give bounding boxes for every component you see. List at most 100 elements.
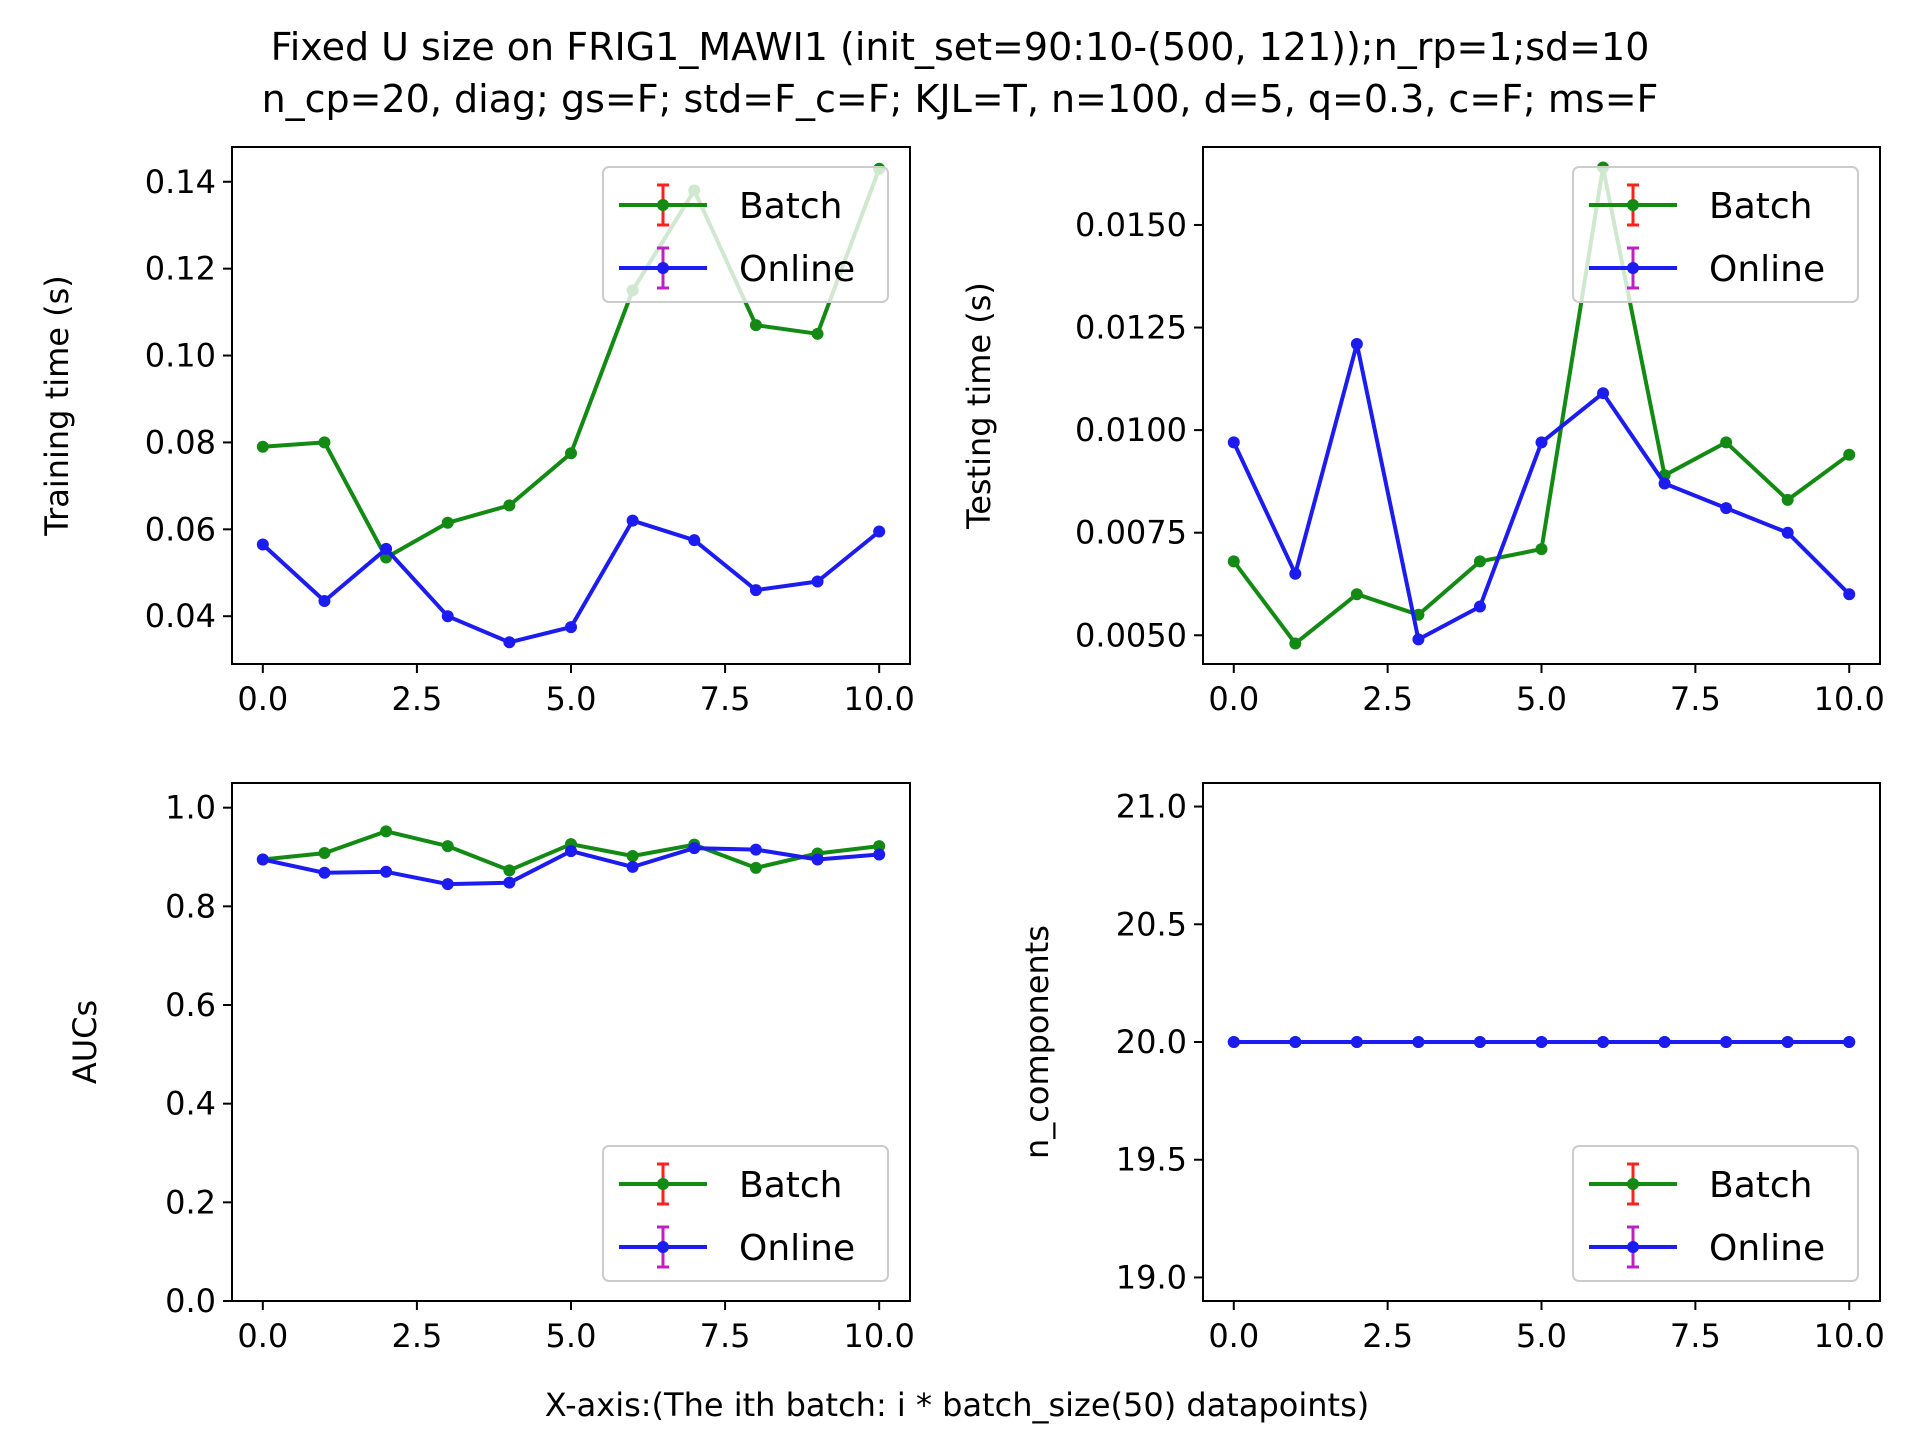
data-point-online [626, 514, 639, 527]
data-point-online [1658, 1036, 1671, 1048]
y-tick-label: 0.0125 [1075, 309, 1187, 347]
y-tick-label: 21.0 [1116, 788, 1187, 826]
y-tick-label: 0.0050 [1075, 616, 1187, 654]
y-tick-label: 20.0 [1116, 1023, 1187, 1061]
data-point-online [1227, 1036, 1240, 1048]
data-point-online [1350, 337, 1363, 350]
x-tick-label: 5.0 [546, 680, 597, 718]
legend-marker [657, 1241, 669, 1253]
data-point-online [441, 878, 454, 891]
y-axis-label: AUCs [66, 1000, 104, 1084]
legend: Batch Online [602, 1145, 889, 1282]
data-point-batch [1350, 588, 1363, 601]
legend: Batch Online [1572, 166, 1859, 303]
data-point-online [1781, 526, 1794, 539]
data-point-online [1781, 1036, 1794, 1048]
x-tick-label: 10.0 [844, 680, 915, 718]
x-tick-label: 5.0 [1516, 1317, 1567, 1355]
y-tick-label: 20.5 [1116, 905, 1187, 943]
legend-entry-batch: Batch [619, 1162, 842, 1206]
data-point-batch [441, 516, 454, 529]
data-point-online [1227, 436, 1240, 449]
data-point-online [1289, 1036, 1302, 1048]
data-point-online [1843, 588, 1856, 601]
data-point-batch [1720, 436, 1733, 449]
x-tick-label: 7.5 [700, 1317, 751, 1355]
legend-label: Batch [739, 186, 842, 227]
series-online [256, 842, 886, 891]
figure-title-line-2: n_cp=20, diag; gs=F; std=F_c=F; KJL=T, n… [262, 77, 1659, 121]
subplots: 0.0 2.5 5.0 7.5 10.0 0.04 0.06 0.08 0.10 0.12 0.14… [38, 146, 1885, 1355]
x-tick-label: 2.5 [391, 680, 442, 718]
data-point-batch [1473, 555, 1486, 568]
data-point-online [256, 538, 269, 551]
data-point-batch [503, 864, 516, 877]
data-point-batch [1781, 493, 1794, 506]
x-tick-label: 7.5 [1670, 680, 1721, 718]
legend-entry-online: Online [1589, 246, 1825, 290]
legend-marker [1627, 199, 1639, 211]
subplot-1: 0.0 2.5 5.0 7.5 10.0 0.04 0.06 0.08 0.10 0.12 0.14… [38, 146, 915, 718]
y-tick-label: 0.06 [145, 510, 216, 548]
data-point-online [256, 853, 269, 866]
legend-marker [1627, 1178, 1639, 1190]
data-point-online [626, 860, 639, 873]
data-point-online [749, 584, 762, 597]
data-point-online [873, 848, 886, 861]
y-tick-label: 0.0100 [1075, 411, 1187, 449]
data-point-online [811, 853, 824, 866]
data-point-online [688, 534, 701, 547]
legend: Batch Online [1572, 1145, 1859, 1282]
data-point-batch [1227, 555, 1240, 568]
legend-entry-batch: Batch [1589, 183, 1812, 227]
data-point-batch [626, 850, 639, 863]
data-point-online [1350, 1036, 1363, 1048]
data-point-online [1535, 1036, 1548, 1048]
x-tick-label: 5.0 [1516, 680, 1567, 718]
y-tick-label: 0.0 [165, 1282, 216, 1320]
x-tick-label: 2.5 [1362, 680, 1413, 718]
subplot-4: 0.0 2.5 5.0 7.5 10.0 19.0 19.5 20.0 20.5 21.0 n_co… [1018, 782, 1885, 1355]
data-point-batch [318, 436, 331, 449]
x-tick-label: 0.0 [1208, 1317, 1259, 1355]
data-point-online [1289, 567, 1302, 580]
series-online [1227, 337, 1856, 646]
legend-label: Online [739, 1228, 855, 1269]
x-tick-label: 10.0 [1814, 680, 1885, 718]
y-axis-label: Training time (s) [38, 275, 76, 537]
x-axis-label: X-axis:(The ith batch: i * batch_size(50… [545, 1386, 1369, 1424]
legend-entry-batch: Batch [1589, 1162, 1812, 1206]
legend-marker [657, 199, 669, 211]
data-point-batch [503, 499, 516, 512]
data-point-online [1412, 633, 1425, 646]
legend: Batch Online [602, 166, 889, 303]
y-axis-label: Testing time (s) [960, 282, 998, 530]
x-tick-label: 10.0 [844, 1317, 915, 1355]
legend-label: Online [1709, 1228, 1825, 1269]
data-point-batch [256, 440, 269, 453]
data-point-online [565, 845, 577, 858]
data-point-batch [318, 847, 331, 860]
data-point-online [441, 610, 454, 623]
series-line-online [1231, 342, 1851, 642]
figure-title-line-1: Fixed U size on FRIG1_MAWI1 (init_set=90… [271, 25, 1650, 69]
data-point-batch [380, 825, 393, 838]
data-point-online [749, 843, 762, 856]
x-tick-label: 0.0 [1208, 680, 1259, 718]
legend-entry-batch: Batch [619, 183, 842, 227]
y-tick-label: 0.10 [145, 337, 216, 375]
y-tick-label: 0.6 [165, 986, 216, 1024]
y-tick-label: 0.0150 [1075, 206, 1187, 244]
legend-entry-online: Online [619, 246, 855, 290]
y-tick-label: 0.2 [165, 1183, 216, 1221]
legend-label: Batch [1709, 186, 1812, 227]
legend-label: Batch [1709, 1165, 1812, 1206]
data-point-online [1597, 387, 1610, 400]
data-point-batch [873, 840, 886, 853]
legend-marker [657, 262, 669, 274]
data-point-online [565, 621, 577, 634]
data-point-online [811, 575, 824, 588]
series-online [1227, 1036, 1856, 1048]
x-tick-label: 5.0 [546, 1317, 597, 1355]
legend-label: Online [739, 249, 855, 290]
